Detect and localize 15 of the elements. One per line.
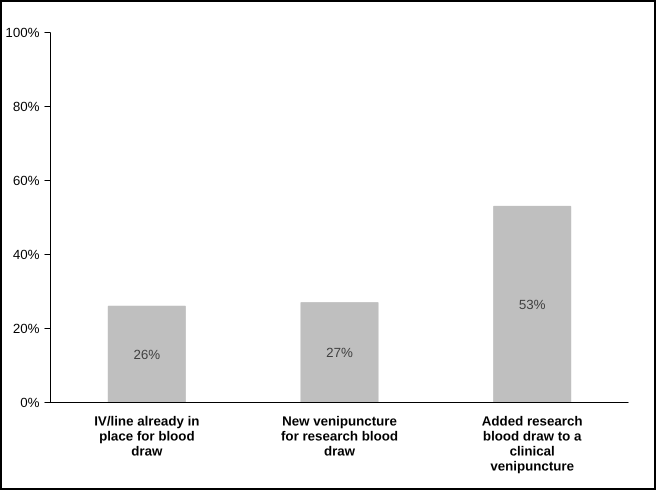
- y-tick-label: 60%: [12, 173, 40, 188]
- y-tick-label: 20%: [12, 321, 40, 336]
- bar: [300, 302, 379, 402]
- x-tick-label: Added research blood draw to a clinical venipuncture: [482, 414, 583, 474]
- x-tick-label: New venipuncture for research blood draw: [280, 414, 398, 458]
- x-tick-label: IV/line already in place for blood draw: [94, 414, 200, 458]
- data-label: 26%: [133, 346, 160, 362]
- y-tick-label: 0%: [20, 395, 40, 410]
- bar: [493, 206, 572, 402]
- data-label: 53%: [518, 296, 546, 312]
- y-tick-label: 40%: [12, 247, 40, 262]
- data-label: 27%: [326, 345, 353, 360]
- bar: [108, 306, 186, 402]
- y-tick-label: 80%: [12, 99, 40, 114]
- y-tick-label: 100%: [5, 25, 40, 40]
